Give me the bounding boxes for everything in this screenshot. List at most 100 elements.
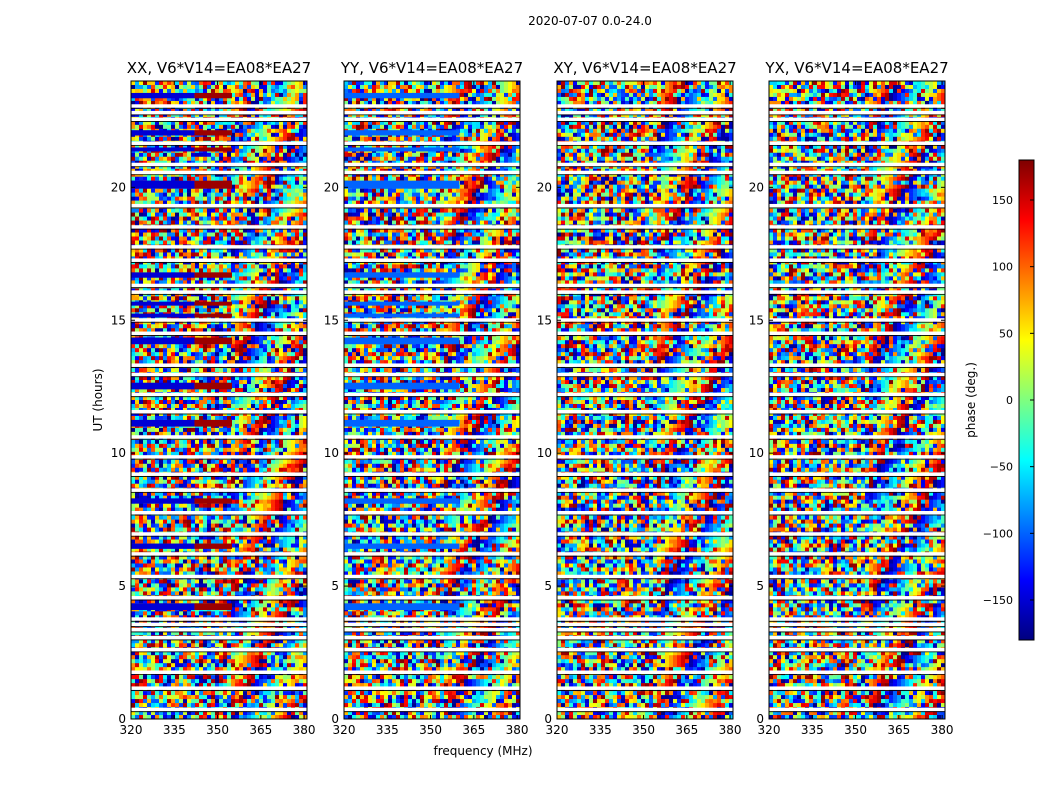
flagged-row [131,290,307,294]
flagged-row [769,203,945,208]
flagged-row [131,225,307,229]
flagged-row [769,686,945,690]
flagged-row [131,245,307,249]
flagged-row [344,435,520,439]
y-tick-label: 5 [544,579,552,593]
coherent-band-high [194,272,232,278]
flagged-row [769,617,945,621]
x-tick-label: 380 [719,723,742,737]
coherent-band-high [194,147,232,152]
flagged-row [131,117,307,122]
y-tick-label: 15 [111,313,126,327]
colorbar-label: phase (deg.) [964,362,978,438]
coherent-band-high [194,337,232,345]
x-axis-label: frequency (MHz) [433,744,532,758]
flagged-row [557,283,733,288]
x-tick-label: 350 [419,723,442,737]
colorbar-tick-label: 150 [992,194,1013,207]
colorbar-tick-label: −100 [983,527,1013,540]
flagged-row [769,245,945,249]
x-tick-label: 320 [546,723,569,737]
flagged-row [769,435,945,439]
y-tick-label: 0 [331,712,339,726]
panel-frame-xx [130,80,308,720]
y-tick-label: 20 [537,180,552,194]
x-tick-label: 380 [931,723,954,737]
panel-xx: XX, V6*V14=EA08*EA27 320 335 350 365 380 0 5 10 1… [111,59,316,737]
flagged-row [344,409,520,414]
flagged-row [344,162,520,167]
x-tick-label: 350 [844,723,867,737]
flagged-row [131,707,307,712]
flagged-row [344,372,520,377]
flagged-row [557,363,733,367]
flagged-row [769,472,945,476]
coherent-band [131,130,195,136]
flagged-row [131,318,307,322]
flagged-row [557,510,733,515]
flagged-row [769,372,945,377]
flagged-row [769,225,945,229]
panel-yx: YX, V6*V14=EA08*EA27 320 335 350 365 380 0 5 10 1… [749,59,954,737]
coherent-band-high [194,543,232,549]
coherent-band [344,603,460,611]
coherent-band [131,337,195,345]
coherent-band [131,313,195,318]
flagged-row [557,622,733,627]
coherent-band [131,301,195,306]
flagged-row [557,455,733,459]
flagged-row [344,670,520,674]
phase-image-xy [557,81,733,719]
flagged-row [557,617,733,621]
flagged-row [131,532,307,536]
flagged-row [557,203,733,208]
flagged-row [769,363,945,367]
flagged-row [344,141,520,145]
x-tick-label: 380 [506,723,529,737]
x-tick-label: 365 [675,723,698,737]
flagged-row [769,283,945,288]
flagged-row [344,574,520,579]
panel-frame-xy [556,80,734,720]
flagged-row [557,686,733,690]
coherent-band [131,147,195,152]
flagged-row [131,258,307,262]
y-tick-label: 10 [324,446,339,460]
x-tick-label: 335 [376,723,399,737]
coherent-band-high [194,419,232,427]
flagged-row [131,203,307,208]
flagged-row [344,455,520,459]
flagged-row [344,647,520,652]
coherent-band [344,313,460,318]
flagged-row [344,104,520,108]
y-tick-label: 0 [756,712,764,726]
flagged-row [344,392,520,397]
coherent-band-high [194,92,232,99]
flagged-row [557,532,733,536]
y-tick-label: 0 [544,712,552,726]
flagged-row [557,574,733,579]
coherent-band [344,180,460,189]
flagged-row [557,225,733,229]
x-tick-label: 365 [249,723,272,737]
flagged-row [344,510,520,515]
flagged-row [769,510,945,515]
y-tick-label: 5 [756,579,764,593]
flagged-row [769,318,945,322]
phase-image-yx [769,81,945,719]
coherent-band [131,498,195,504]
flagged-row [344,245,520,249]
flagged-row [344,552,520,556]
flagged-row [769,622,945,627]
flagged-row [344,617,520,621]
flagged-row [769,392,945,397]
colorbar-tick-label: 0 [1006,394,1013,407]
flagged-row [131,331,307,336]
flagged-row [557,141,733,145]
flagged-row [769,455,945,459]
flagged-row [769,162,945,167]
flagged-row [557,331,733,336]
flagged-row [344,363,520,367]
flagged-row [557,488,733,492]
colorbar-ticks: 150 100 50 0 −50 −100 −150 [983,194,1034,607]
